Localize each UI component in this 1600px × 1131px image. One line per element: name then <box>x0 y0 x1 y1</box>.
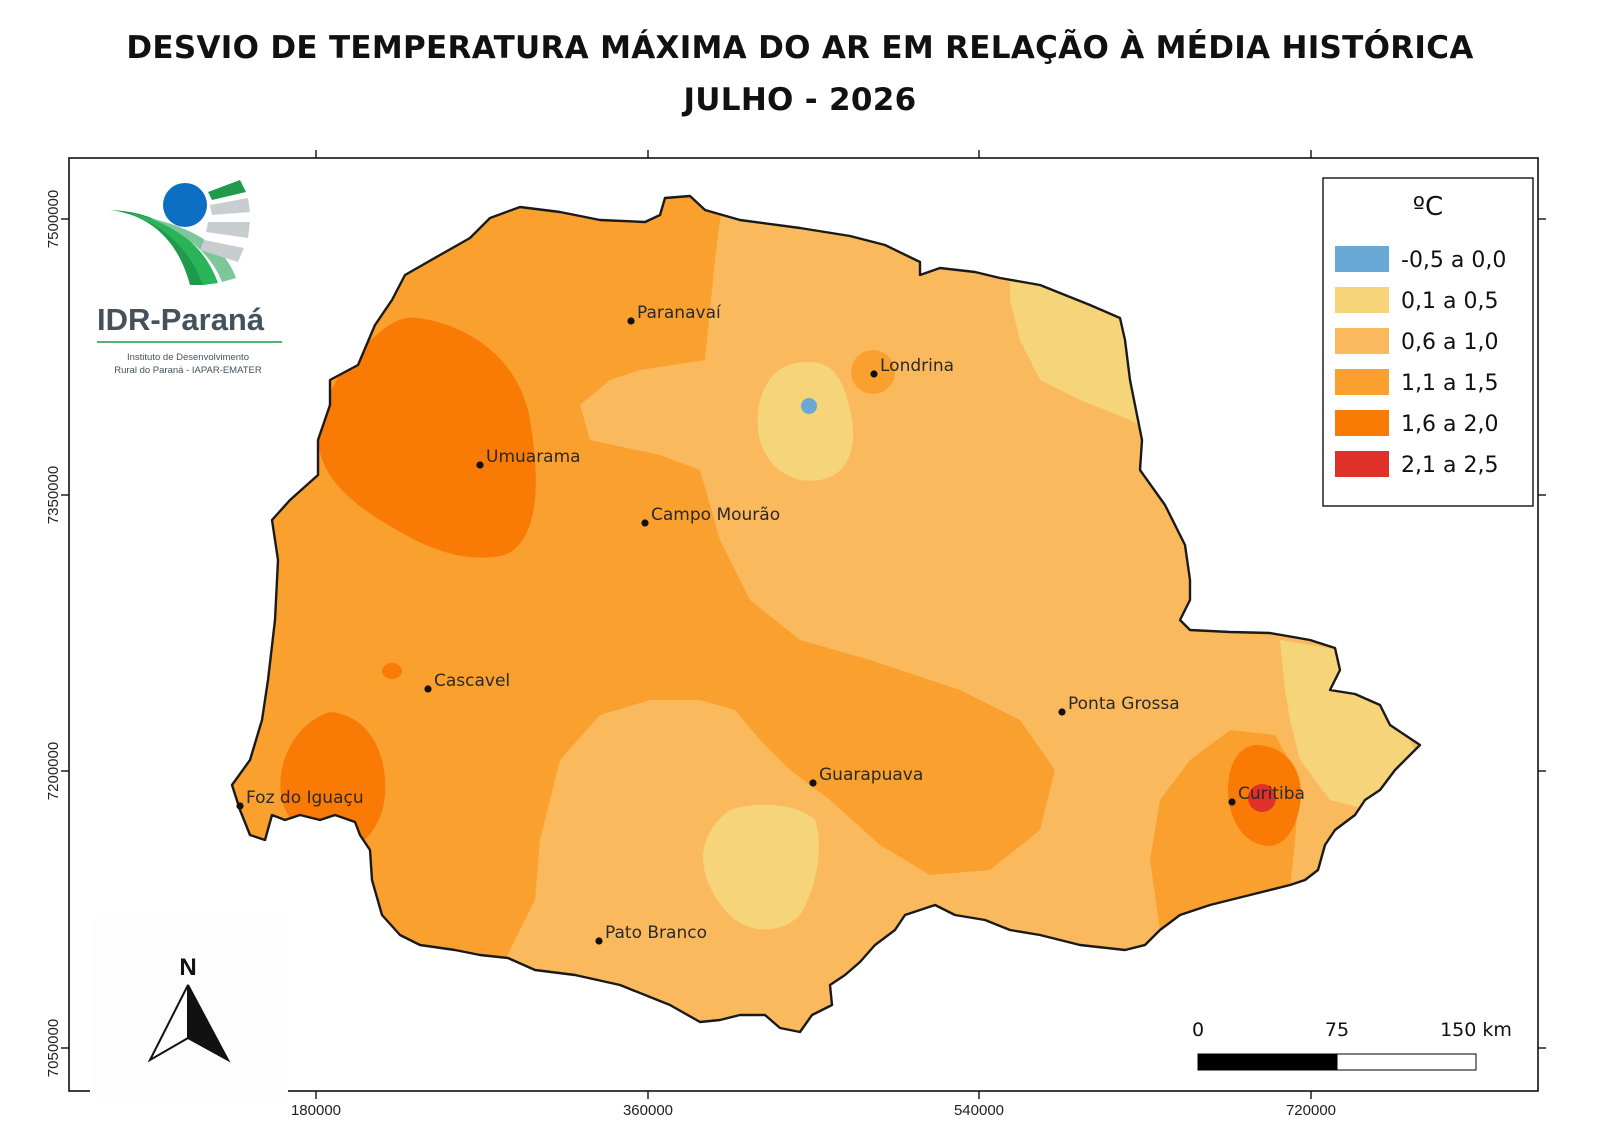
city-label-curitiba: Curitiba <box>1238 784 1305 804</box>
legend-label: 0,6 a 1,0 <box>1401 330 1498 355</box>
y-tick-label: 7500000 <box>45 190 62 248</box>
legend-swatch <box>1335 328 1389 354</box>
legend-unit: ºC <box>1413 192 1443 222</box>
map-subtitle: JULHO - 2026 <box>683 82 917 118</box>
zone-0-1-to-0-5-coast <box>1280 640 1420 810</box>
logo-subtitle-2: Rural do Paraná - IAPAR-EMATER <box>114 365 262 376</box>
logo-sun-icon <box>163 183 207 227</box>
scale-bar-segment-light <box>1336 1053 1477 1071</box>
x-tick-label: 720000 <box>1286 1102 1336 1119</box>
city-dot-guarapuava <box>809 779 817 787</box>
scale-label-0: 0 <box>1192 1019 1204 1041</box>
idr-parana-logo: IDR-Paraná Instituto de Desenvolvimento … <box>97 180 282 376</box>
city-dot-campo-mourao <box>641 519 649 527</box>
logo-name: IDR-Paraná <box>97 302 265 337</box>
city-dot-cascavel <box>424 685 432 693</box>
city-markers: Paranavaí Londrina Umuarama Campo Mourão… <box>236 303 1305 945</box>
y-tick-label: 7050000 <box>45 1019 62 1077</box>
zone-1-6-to-2-0-umuarama <box>318 317 536 558</box>
legend-label: 1,1 a 1,5 <box>1401 371 1498 396</box>
north-arrow: N <box>90 918 288 1098</box>
city-label-foz-do-iguacu: Foz do Iguaçu <box>246 788 364 808</box>
city-dot-umuarama <box>476 461 484 469</box>
legend-label: -0,5 a 0,0 <box>1401 248 1506 273</box>
scale-bar: 0 75 150 km <box>1192 1019 1512 1071</box>
legend-swatch <box>1335 287 1389 313</box>
city-label-ponta-grossa: Ponta Grossa <box>1068 694 1180 714</box>
frame-ticks <box>61 150 1546 1099</box>
city-dot-ponta-grossa <box>1058 708 1066 716</box>
city-label-campo-mourao: Campo Mourão <box>651 505 780 525</box>
city-dot-foz-do-iguacu <box>236 802 244 810</box>
legend-swatch <box>1335 451 1389 477</box>
legend-swatch <box>1335 410 1389 436</box>
city-label-guarapuava: Guarapuava <box>819 765 923 785</box>
scale-label-75: 75 <box>1325 1019 1349 1041</box>
x-tick-label: 360000 <box>623 1102 673 1119</box>
zone-1-6-to-2-0-cascavel <box>382 663 402 679</box>
city-label-londrina: Londrina <box>880 356 954 376</box>
city-label-paranavai: Paranavaí <box>637 303 722 323</box>
scale-label-150: 150 km <box>1440 1019 1512 1041</box>
city-dot-curitiba <box>1228 798 1236 806</box>
legend-label: 0,1 a 0,5 <box>1401 289 1498 314</box>
zone-minus-0-5-to-0-0 <box>801 398 817 414</box>
city-label-umuarama: Umuarama <box>486 447 581 467</box>
city-dot-londrina <box>870 370 878 378</box>
city-label-cascavel: Cascavel <box>434 671 510 691</box>
map-title: DESVIO DE TEMPERATURA MÁXIMA DO AR EM RE… <box>126 30 1474 66</box>
legend-swatch <box>1335 246 1389 272</box>
x-tick-label: 540000 <box>954 1102 1004 1119</box>
legend-label: 1,6 a 2,0 <box>1401 412 1498 437</box>
logo-subtitle-1: Instituto de Desenvolvimento <box>127 352 249 363</box>
zone-0-1-to-0-5-north-center <box>757 361 854 481</box>
city-dot-pato-branco <box>595 937 603 945</box>
north-label: N <box>179 954 196 981</box>
y-tick-label: 7350000 <box>45 466 62 524</box>
legend-swatch <box>1335 369 1389 395</box>
city-label-pato-branco: Pato Branco <box>605 923 707 943</box>
legend-label: 2,1 a 2,5 <box>1401 453 1498 478</box>
zone-2-1-to-2-5-curitiba <box>1248 784 1276 812</box>
scale-bar-segment-dark <box>1197 1053 1338 1071</box>
x-tick-label: 180000 <box>291 1102 341 1119</box>
north-arrow-right-icon <box>187 984 231 1063</box>
legend: ºC -0,5 a 0,0 0,1 a 0,5 0,6 a 1,0 1,1 a 1,5… <box>1322 177 1534 507</box>
zone-0-1-to-0-5-south <box>703 804 820 930</box>
city-dot-paranavai <box>627 317 635 325</box>
y-tick-label: 7200000 <box>45 742 62 800</box>
